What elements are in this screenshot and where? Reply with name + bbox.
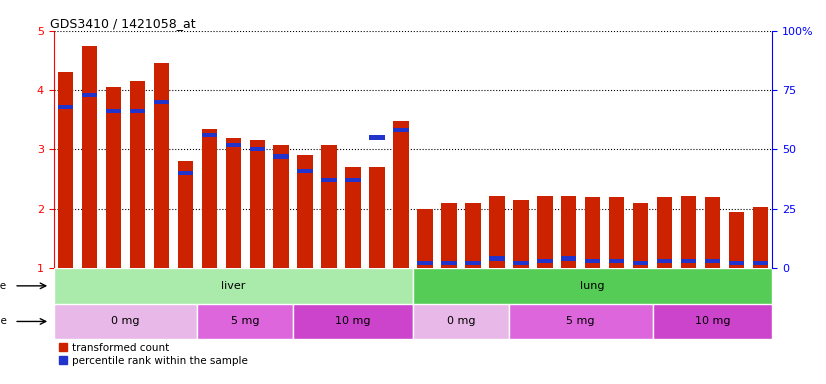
Text: tissue: tissue [0, 281, 7, 291]
Bar [345, 167, 361, 268]
Bar [345, 178, 361, 182]
Bar [197, 304, 293, 339]
Bar [82, 46, 97, 268]
Bar [82, 93, 97, 97]
Bar [202, 133, 217, 137]
Bar [273, 154, 289, 159]
Bar [609, 259, 624, 263]
Bar [178, 171, 193, 175]
Bar [417, 261, 433, 265]
Bar [513, 200, 529, 268]
Text: 10 mg: 10 mg [335, 316, 371, 326]
Bar [729, 212, 744, 268]
Text: GDS3410 / 1421058_at: GDS3410 / 1421058_at [50, 17, 196, 30]
Text: 0 mg: 0 mg [447, 316, 475, 326]
Bar [752, 207, 768, 268]
Bar [225, 142, 241, 147]
Bar [441, 203, 457, 268]
Bar [58, 104, 74, 109]
Bar [413, 268, 772, 304]
Bar [130, 81, 145, 268]
Bar [729, 261, 744, 265]
Text: 0 mg: 0 mg [112, 316, 140, 326]
Bar [513, 261, 529, 265]
Bar [106, 87, 121, 268]
Text: lung: lung [581, 281, 605, 291]
Bar [154, 63, 169, 268]
Legend: transformed count, percentile rank within the sample: transformed count, percentile rank withi… [59, 343, 249, 366]
Bar [657, 197, 672, 268]
Bar [249, 147, 265, 151]
Bar [321, 145, 337, 268]
Bar [681, 259, 696, 263]
Bar [297, 155, 313, 268]
Bar [441, 261, 457, 265]
Bar [537, 259, 553, 263]
Text: 10 mg: 10 mg [695, 316, 730, 326]
Bar [369, 136, 385, 140]
Bar [489, 196, 505, 268]
Bar [154, 100, 169, 104]
Bar [417, 209, 433, 268]
Bar [273, 145, 289, 268]
Bar [249, 141, 265, 268]
Bar [609, 197, 624, 268]
Text: 5 mg: 5 mg [567, 316, 595, 326]
Bar [465, 203, 481, 268]
Bar [413, 304, 509, 339]
Bar [585, 197, 601, 268]
Text: 5 mg: 5 mg [231, 316, 259, 326]
Bar [293, 304, 413, 339]
Text: dose: dose [0, 316, 7, 326]
Bar [705, 259, 720, 263]
Bar [489, 257, 505, 261]
Bar [752, 261, 768, 265]
Text: liver: liver [221, 281, 245, 291]
Bar [54, 304, 197, 339]
Bar [585, 259, 601, 263]
Bar [393, 128, 409, 132]
Bar [509, 304, 653, 339]
Bar [705, 197, 720, 268]
Bar [58, 72, 74, 268]
Bar [465, 261, 481, 265]
Bar [297, 169, 313, 173]
Bar [681, 196, 696, 268]
Bar [106, 109, 121, 114]
Bar [321, 178, 337, 182]
Bar [178, 161, 193, 268]
Bar [633, 203, 648, 268]
Bar [225, 137, 241, 268]
Bar [54, 268, 413, 304]
Bar [130, 109, 145, 114]
Bar [633, 261, 648, 265]
Bar [369, 167, 385, 268]
Bar [393, 121, 409, 268]
Bar [561, 196, 577, 268]
Bar [537, 196, 553, 268]
Bar [561, 257, 577, 261]
Bar [657, 259, 672, 263]
Bar [202, 129, 217, 268]
Bar [653, 304, 772, 339]
